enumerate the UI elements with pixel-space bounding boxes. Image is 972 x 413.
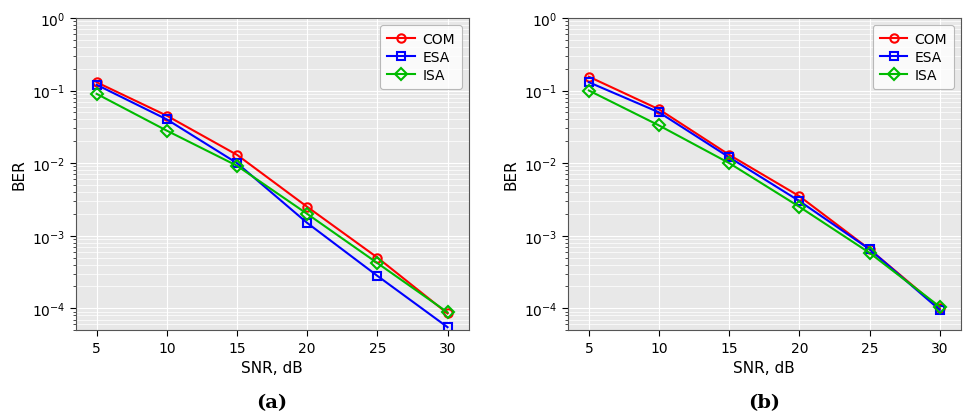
COM <box>793 194 805 199</box>
ISA <box>864 251 876 256</box>
X-axis label: SNR, dB: SNR, dB <box>241 360 303 375</box>
ISA <box>441 310 453 315</box>
Legend: COM, ESA, ISA: COM, ESA, ISA <box>380 26 462 90</box>
COM <box>441 311 453 316</box>
ISA <box>793 205 805 210</box>
COM <box>231 153 243 158</box>
Text: (b): (b) <box>748 393 781 411</box>
ESA <box>231 161 243 166</box>
ISA <box>161 129 173 134</box>
COM <box>371 256 383 261</box>
COM <box>653 108 665 113</box>
ESA <box>161 118 173 123</box>
Line: COM: COM <box>585 74 944 313</box>
ESA <box>653 111 665 116</box>
Line: ESA: ESA <box>92 81 452 332</box>
ISA <box>723 161 735 166</box>
COM <box>864 247 876 252</box>
COM <box>723 153 735 158</box>
COM <box>161 114 173 119</box>
Line: ISA: ISA <box>585 87 944 311</box>
Legend: COM, ESA, ISA: COM, ESA, ISA <box>873 26 954 90</box>
Line: COM: COM <box>92 79 452 318</box>
ISA <box>90 92 102 97</box>
ESA <box>793 199 805 204</box>
COM <box>301 205 313 210</box>
ISA <box>653 124 665 129</box>
ISA <box>934 304 946 309</box>
ESA <box>934 308 946 313</box>
ESA <box>583 81 595 85</box>
ESA <box>90 83 102 88</box>
ESA <box>441 325 453 330</box>
ISA <box>583 89 595 94</box>
ESA <box>723 156 735 161</box>
ESA <box>301 221 313 226</box>
Line: ISA: ISA <box>92 90 452 317</box>
Y-axis label: BER: BER <box>503 159 518 190</box>
Y-axis label: BER: BER <box>11 159 26 190</box>
Text: (a): (a) <box>257 393 288 411</box>
COM <box>934 306 946 311</box>
X-axis label: SNR, dB: SNR, dB <box>734 360 795 375</box>
ESA <box>864 247 876 252</box>
ISA <box>371 261 383 266</box>
ISA <box>231 164 243 169</box>
COM <box>583 75 595 80</box>
ESA <box>371 274 383 279</box>
COM <box>90 81 102 85</box>
Line: ESA: ESA <box>585 79 944 314</box>
ISA <box>301 212 313 217</box>
